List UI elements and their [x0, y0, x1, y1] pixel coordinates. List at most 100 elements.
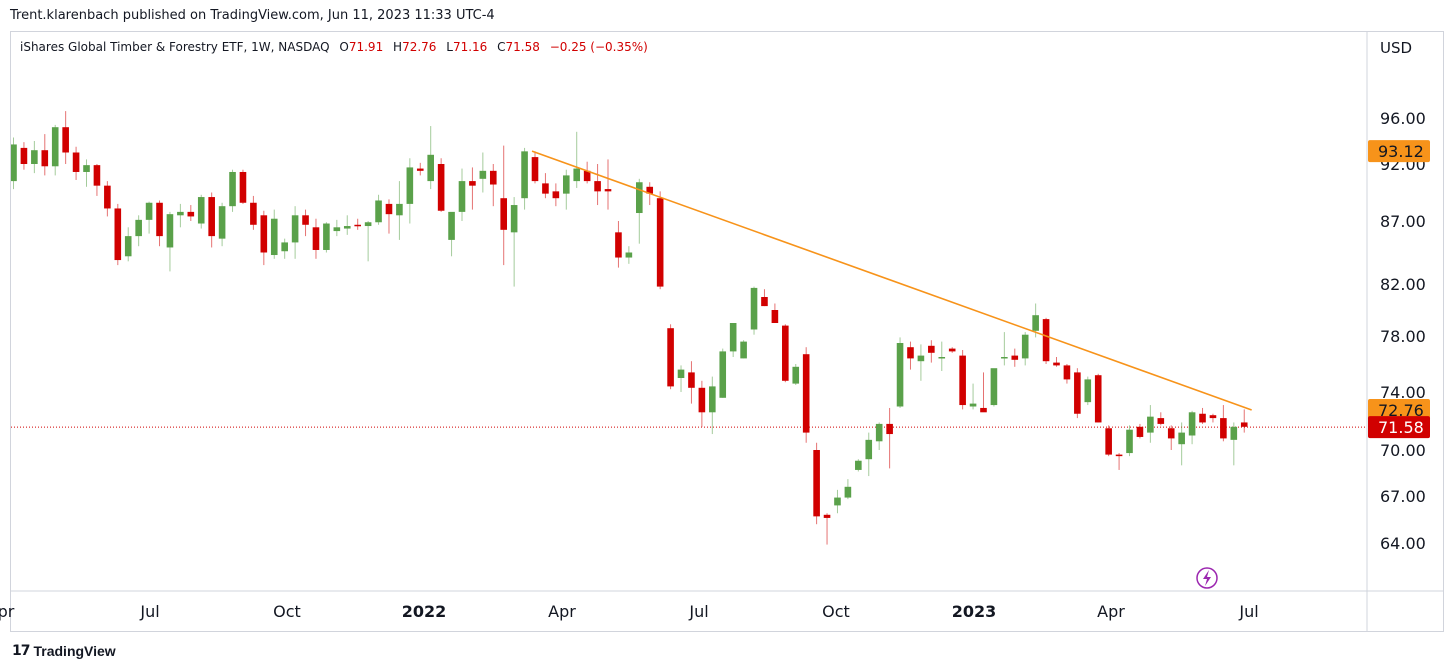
candle-body [302, 215, 309, 225]
candle-body [1042, 319, 1050, 362]
brand-name: TradingView [33, 643, 116, 659]
candle-body [354, 224, 361, 227]
time-tick-label: Oct [822, 602, 850, 621]
candle-body [1074, 372, 1081, 414]
candle-body [104, 185, 111, 209]
candle-body [1021, 334, 1029, 359]
candle-body [928, 345, 935, 353]
price-tick-label: 96.00 [1380, 109, 1426, 128]
candle-body [437, 164, 445, 211]
candle-body [1167, 428, 1175, 439]
candle-body [218, 206, 226, 239]
candle-body [875, 423, 883, 442]
candle-body [1105, 428, 1112, 455]
candle-body [771, 310, 779, 323]
candle-body [156, 202, 163, 237]
candle-body [1084, 379, 1092, 403]
candle-body [792, 366, 800, 384]
candle-body [469, 181, 476, 186]
candle-body [1230, 426, 1238, 440]
candle-body [385, 203, 393, 215]
candle-body [531, 157, 539, 182]
legend-open-label: O [339, 40, 349, 54]
candle-body [896, 343, 904, 407]
time-tick-label: Jul [1238, 602, 1258, 621]
candle-body [1220, 418, 1227, 439]
price-badge [1368, 416, 1430, 439]
candle-body [62, 127, 69, 153]
candle-body [573, 168, 581, 182]
time-tick-label: Jul [688, 602, 708, 621]
price-tick-label: 87.00 [1380, 212, 1426, 231]
candle-body [761, 297, 768, 307]
trendline [531, 150, 1252, 411]
price-tick-label: 64.00 [1380, 534, 1426, 553]
price-tick-label: 67.00 [1380, 487, 1426, 506]
price-badge-label: 93.12 [1378, 142, 1424, 161]
candle-body [740, 341, 747, 359]
candle-body [938, 357, 946, 359]
candle-body [980, 407, 987, 413]
price-tick-label: 82.00 [1380, 275, 1426, 294]
candle-body [1001, 357, 1008, 359]
candle-body [406, 167, 414, 204]
candle-body [688, 372, 695, 388]
candle-body [197, 197, 205, 224]
candle-body [1199, 413, 1206, 423]
candle-body [948, 348, 956, 352]
candle-body [20, 147, 28, 164]
candle-body [364, 222, 372, 227]
candle-body [594, 181, 601, 192]
candle-body [1147, 416, 1154, 433]
candle-body [907, 347, 914, 359]
candle-body [615, 232, 622, 258]
candle-body [135, 219, 142, 237]
candle-body [229, 171, 236, 207]
candle-body [667, 328, 674, 387]
candle-body [823, 514, 831, 518]
candle-body [343, 226, 351, 229]
candle-body [750, 287, 758, 330]
candle-body [72, 152, 80, 172]
candle-body [813, 450, 820, 517]
time-tick-label: pr [0, 602, 15, 621]
candle-body [1209, 415, 1217, 419]
candle-body [51, 127, 59, 167]
publish-info: Trent.klarenbach published on TradingVie… [10, 8, 495, 23]
price-badge-label: 72.76 [1378, 401, 1424, 420]
candle-body [427, 154, 434, 182]
candle-body [1178, 432, 1185, 445]
candle-body [375, 200, 382, 223]
candle-body [636, 182, 643, 214]
price-badge [1368, 398, 1430, 421]
price-tick-label: 74.00 [1380, 383, 1426, 402]
legend-close: 71.58 [505, 40, 540, 54]
time-tick-label: Oct [273, 602, 301, 621]
tradingview-branding[interactable]: 17 TradingView [12, 643, 116, 659]
candle-body [1063, 365, 1071, 380]
candle-body [145, 202, 153, 220]
candle-body [677, 369, 685, 378]
candle-body [270, 218, 278, 256]
legend-low-label: L [446, 40, 453, 54]
candle-body [1032, 315, 1039, 331]
legend-low: 71.16 [452, 40, 488, 54]
candle-body [396, 203, 403, 216]
candle-body [782, 325, 789, 381]
candle-body [83, 165, 90, 172]
candle-body [1011, 355, 1019, 360]
lightning-icon [1203, 570, 1211, 586]
candle-body [187, 211, 195, 217]
candle-body [31, 150, 38, 164]
candle-body [1240, 422, 1248, 427]
price-tick-label: 70.00 [1380, 441, 1426, 460]
candle-body [656, 198, 664, 287]
candle-body [1126, 429, 1133, 454]
chart-frame [10, 31, 1444, 632]
candle-body [291, 215, 299, 243]
candle-body [208, 197, 215, 237]
candle-body [917, 355, 925, 362]
candle-body [1157, 418, 1165, 424]
candle-body [709, 386, 716, 413]
